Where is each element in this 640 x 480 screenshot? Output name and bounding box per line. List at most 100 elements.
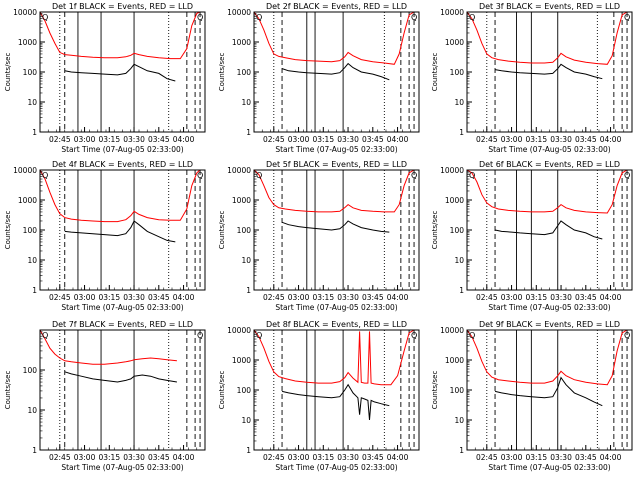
y-tick-label: 1 [459, 446, 464, 455]
x-axis-label: Start Time (07-Aug-05 02:33:00) [61, 303, 183, 312]
x-tick-label: 03:30 [550, 135, 572, 144]
x-tick-label: 03:15 [312, 293, 334, 302]
chart-panel: Det 8f BLACK = Events, RED = LLD Counts/s… [218, 320, 420, 472]
y-tick-label: 10000 [227, 166, 251, 175]
x-tick-label: 03:30 [550, 293, 572, 302]
x-tick-label: 03:15 [525, 135, 547, 144]
y-tick-label: 10 [454, 416, 464, 425]
x-tick-label: 02:45 [49, 293, 71, 302]
y-tick-label: 10000 [440, 326, 464, 335]
plot-frame [253, 169, 420, 291]
x-axis-label: Start Time (07-Aug-05 02:33:00) [275, 303, 397, 312]
series-line [253, 329, 415, 386]
plot-frame [466, 11, 633, 133]
y-tick-label: 1000 [232, 38, 251, 47]
y-tick-label: 10000 [440, 166, 464, 175]
x-tick-label: 02:45 [476, 135, 498, 144]
corner-label-right: Q [411, 171, 417, 180]
chart-title: Det 4f BLACK = Events, RED = LLD [52, 160, 193, 169]
plot-frame [466, 329, 633, 451]
y-tick-label: 1000 [445, 196, 464, 205]
y-tick-label: 100 [23, 226, 38, 235]
series-line [281, 383, 390, 421]
chart-title: Det 7f BLACK = Events, RED = LLD [52, 320, 193, 329]
series-line [64, 220, 176, 243]
x-tick-label: 03:45 [362, 135, 384, 144]
y-tick-label: 1 [32, 128, 37, 137]
chart-title: Det 6f BLACK = Events, RED = LLD [479, 160, 620, 169]
corner-label-right: Q [197, 331, 203, 340]
y-tick-label: 1 [459, 128, 464, 137]
x-axis-label: Start Time (07-Aug-05 02:33:00) [488, 303, 610, 312]
series-line [253, 169, 415, 213]
x-tick-label: 02:45 [49, 453, 71, 462]
y-tick-label: 1 [459, 286, 464, 295]
x-tick-label: 03:00 [74, 293, 96, 302]
x-axis-label: Start Time (07-Aug-05 02:33:00) [275, 145, 397, 154]
corner-label-left: Q [42, 13, 48, 22]
y-tick-label: 1000 [445, 356, 464, 365]
x-tick-label: 03:45 [575, 453, 597, 462]
chart-title: Det 8f BLACK = Events, RED = LLD [266, 320, 407, 329]
corner-label-right: Q [411, 331, 417, 340]
chart-panel: Det 3f BLACK = Events, RED = LLD Counts/s… [431, 2, 633, 154]
chart-panel: Det 9f BLACK = Events, RED = LLD Counts/s… [431, 320, 633, 472]
y-axis-label: Counts/sec [218, 211, 226, 250]
series-line [494, 376, 603, 407]
y-tick-label: 100 [450, 68, 465, 77]
y-tick-label: 10000 [13, 166, 37, 175]
x-axis-label: Start Time (07-Aug-05 02:33:00) [61, 463, 183, 472]
corner-label-left: Q [469, 171, 475, 180]
x-tick-label: 03:15 [98, 293, 120, 302]
y-tick-label: 10000 [227, 8, 251, 17]
corner-label-left: Q [256, 331, 262, 340]
y-tick-label: 1 [32, 446, 37, 455]
y-tick-label: 10 [241, 416, 251, 425]
series-line [466, 329, 628, 386]
corner-label-right: Q [197, 171, 203, 180]
y-axis-label: Counts/sec [4, 53, 12, 92]
x-tick-label: 03:45 [148, 293, 170, 302]
corner-label-right: Q [197, 13, 203, 22]
series-line [39, 329, 177, 365]
y-tick-label: 100 [237, 226, 252, 235]
y-tick-label: 10 [27, 256, 37, 265]
y-tick-label: 100 [450, 226, 465, 235]
series-line [281, 62, 390, 81]
series-line [495, 63, 603, 80]
corner-label-right: Q [624, 171, 630, 180]
series-line [39, 11, 201, 60]
x-tick-label: 03:30 [123, 453, 145, 462]
chart-title: Det 3f BLACK = Events, RED = LLD [479, 2, 620, 11]
series-line [494, 220, 603, 240]
chart-panel: Det 2f BLACK = Events, RED = LLD Counts/s… [218, 2, 420, 154]
series-line [39, 169, 201, 223]
series-line [64, 63, 176, 82]
x-tick-label: 03:30 [337, 453, 359, 462]
y-tick-label: 100 [237, 386, 252, 395]
y-tick-label: 1 [32, 286, 37, 295]
x-tick-label: 03:00 [288, 135, 310, 144]
y-tick-label: 10 [241, 98, 251, 107]
x-tick-label: 03:30 [123, 293, 145, 302]
x-tick-label: 02:45 [263, 453, 285, 462]
x-tick-label: 03:30 [123, 135, 145, 144]
x-axis-label: Start Time (07-Aug-05 02:33:00) [61, 145, 183, 154]
x-tick-label: 03:45 [575, 293, 597, 302]
x-tick-label: 03:00 [288, 453, 310, 462]
x-tick-label: 03:45 [362, 453, 384, 462]
corner-label-left: Q [42, 171, 48, 180]
y-tick-label: 100 [23, 68, 38, 77]
x-tick-label: 02:45 [263, 293, 285, 302]
y-axis-label: Counts/sec [431, 211, 439, 250]
x-axis-label: Start Time (07-Aug-05 02:33:00) [488, 145, 610, 154]
plot-frame [253, 11, 420, 133]
x-tick-label: 04:00 [387, 135, 409, 144]
x-tick-label: 03:45 [148, 453, 170, 462]
x-tick-label: 03:00 [501, 135, 523, 144]
x-tick-label: 02:45 [263, 135, 285, 144]
x-axis-label: Start Time (07-Aug-05 02:33:00) [488, 463, 610, 472]
y-tick-label: 10 [454, 256, 464, 265]
y-axis-label: Counts/sec [4, 371, 12, 410]
